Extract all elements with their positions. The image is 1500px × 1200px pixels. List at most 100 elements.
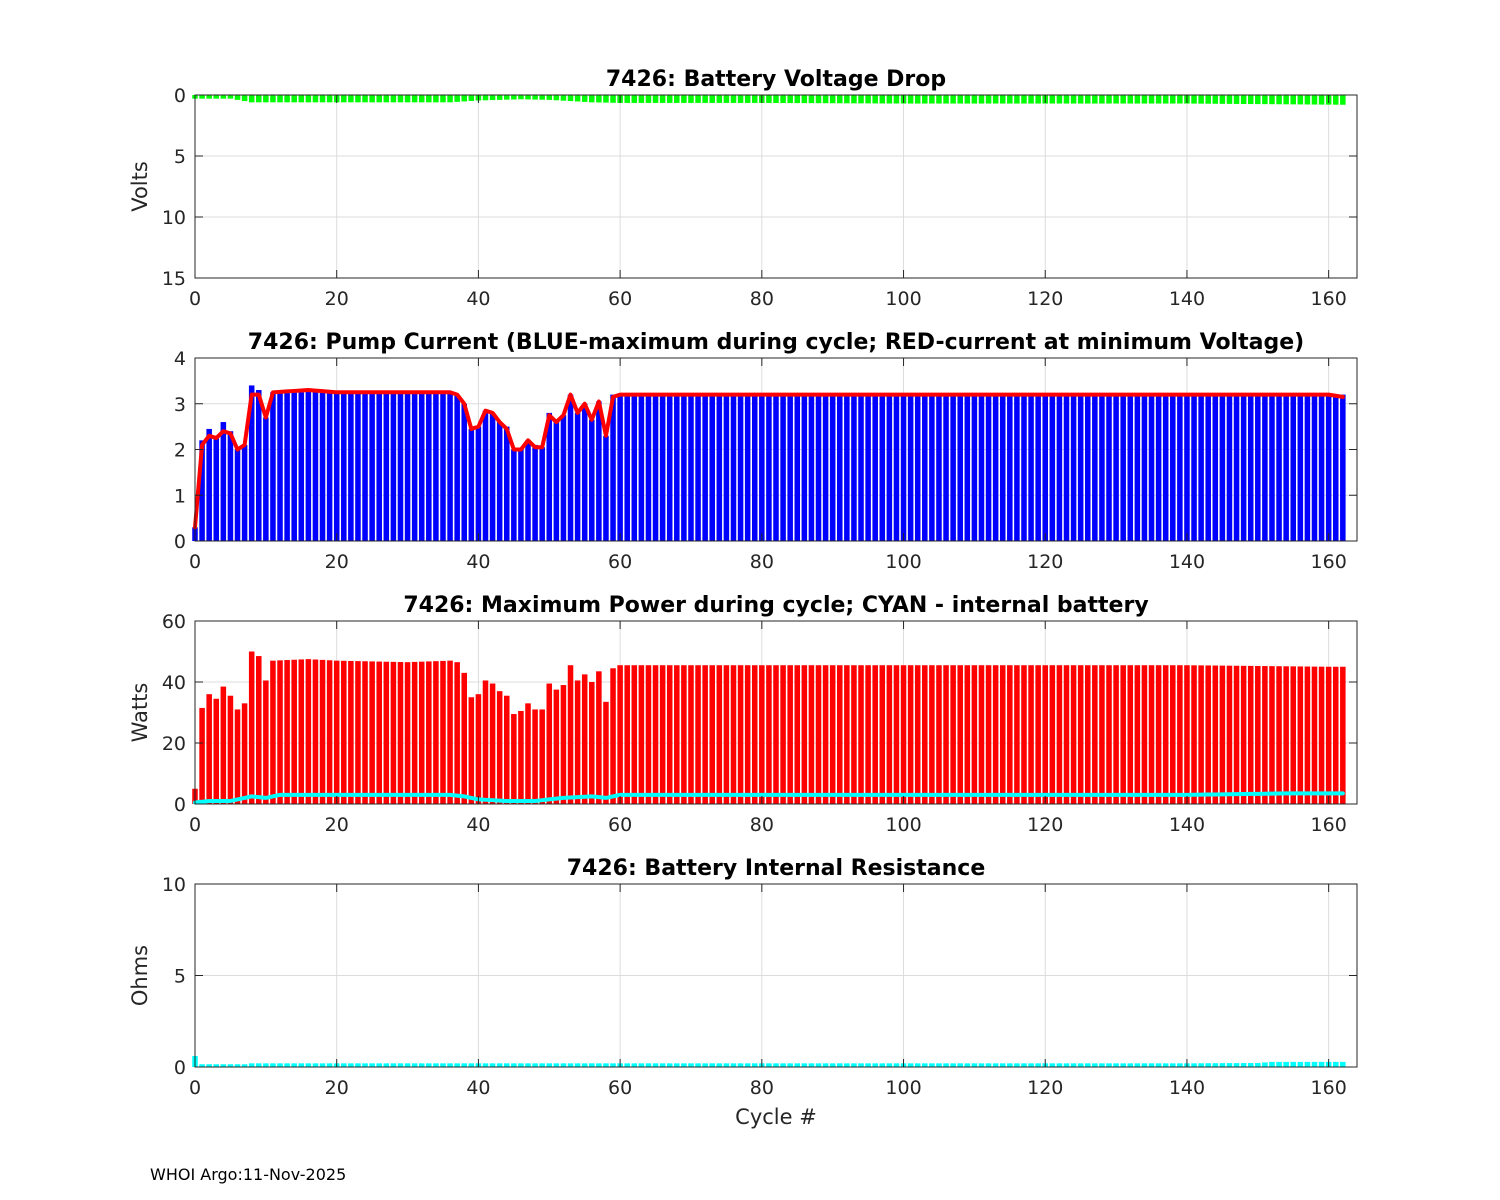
- x-tick-label: 80: [750, 1077, 774, 1099]
- bar: [546, 412, 553, 541]
- y-tick-label: 1: [174, 485, 186, 507]
- bar: [1240, 1063, 1247, 1067]
- y-tick-label: 60: [162, 611, 186, 633]
- x-tick-label: 0: [189, 814, 201, 836]
- y-axis-label: Watts: [128, 683, 152, 743]
- bar: [1283, 394, 1289, 541]
- bar: [1226, 665, 1233, 804]
- x-tick-label: 40: [466, 1077, 490, 1099]
- bar: [284, 392, 290, 541]
- bar: [766, 394, 772, 541]
- bar: [702, 1063, 708, 1067]
- x-tick-label: 80: [750, 288, 774, 310]
- bar: [1283, 1061, 1289, 1067]
- bar: [213, 1064, 220, 1067]
- bar: [206, 95, 212, 99]
- bar: [999, 95, 1006, 104]
- bar: [1077, 1063, 1084, 1067]
- bar: [581, 1063, 588, 1067]
- bar: [248, 95, 255, 103]
- bar: [525, 95, 531, 100]
- bar: [766, 95, 772, 103]
- bar: [1219, 665, 1226, 804]
- bar: [1084, 665, 1091, 804]
- bar: [496, 691, 503, 804]
- bar: [1099, 394, 1105, 541]
- bar: [511, 1063, 517, 1067]
- bar: [503, 695, 510, 804]
- bar: [574, 680, 581, 804]
- bar: [567, 394, 574, 541]
- bar: [985, 665, 992, 804]
- bar: [1120, 95, 1126, 104]
- bar: [1219, 394, 1226, 541]
- bar: [1014, 1063, 1020, 1067]
- bar: [539, 447, 545, 541]
- bar: [985, 95, 992, 104]
- bar: [475, 426, 482, 541]
- bar: [1127, 665, 1134, 804]
- bar: [1290, 394, 1296, 541]
- bar: [865, 394, 871, 541]
- bar: [950, 1063, 956, 1067]
- bar: [291, 659, 297, 804]
- bar: [666, 394, 673, 541]
- bar: [872, 665, 878, 804]
- bar: [1134, 95, 1141, 104]
- bar: [362, 661, 368, 804]
- bar: [759, 665, 765, 804]
- bar: [1283, 666, 1289, 804]
- bar: [971, 1063, 978, 1067]
- bar: [971, 95, 978, 104]
- bar: [319, 95, 326, 103]
- bar: [744, 665, 751, 804]
- bar: [461, 95, 468, 102]
- bar: [440, 392, 446, 541]
- bar: [305, 95, 312, 103]
- bar: [206, 428, 212, 541]
- bar: [695, 665, 701, 804]
- bar: [1014, 394, 1020, 541]
- bar: [645, 665, 652, 804]
- y-tick-label: 20: [162, 733, 186, 755]
- bar: [964, 665, 971, 804]
- bar: [397, 1063, 404, 1067]
- bar: [801, 1063, 808, 1067]
- bar: [418, 1063, 425, 1067]
- bar: [1247, 394, 1254, 541]
- bar: [1177, 665, 1183, 804]
- bar: [999, 1063, 1006, 1067]
- bar: [454, 1063, 460, 1067]
- bar: [440, 95, 446, 103]
- bar: [822, 394, 829, 541]
- bar: [447, 1063, 453, 1067]
- bar: [581, 403, 588, 541]
- bar: [1226, 1063, 1233, 1067]
- bar: [659, 665, 666, 804]
- bar: [532, 709, 538, 804]
- bar: [709, 665, 715, 804]
- bar: [730, 1063, 737, 1067]
- series-line: [193, 791, 1345, 805]
- bar: [468, 95, 475, 101]
- bar: [716, 394, 723, 541]
- bar: [518, 449, 524, 541]
- bar: [482, 1063, 489, 1067]
- bar: [1247, 665, 1254, 804]
- bar: [1212, 1063, 1219, 1067]
- bar: [263, 680, 269, 804]
- bar: [914, 1063, 921, 1067]
- bar: [822, 1063, 829, 1067]
- bar: [206, 1064, 212, 1067]
- bar: [1311, 1061, 1318, 1067]
- bar: [1205, 1063, 1211, 1067]
- bar: [709, 1063, 715, 1067]
- bar: [447, 392, 453, 541]
- bar-series: [192, 651, 1346, 804]
- bar: [702, 394, 708, 541]
- bar: [1035, 665, 1041, 804]
- bar: [780, 95, 786, 104]
- bar: [1056, 95, 1063, 104]
- x-tick-label: 0: [189, 551, 201, 573]
- bar: [1035, 1063, 1041, 1067]
